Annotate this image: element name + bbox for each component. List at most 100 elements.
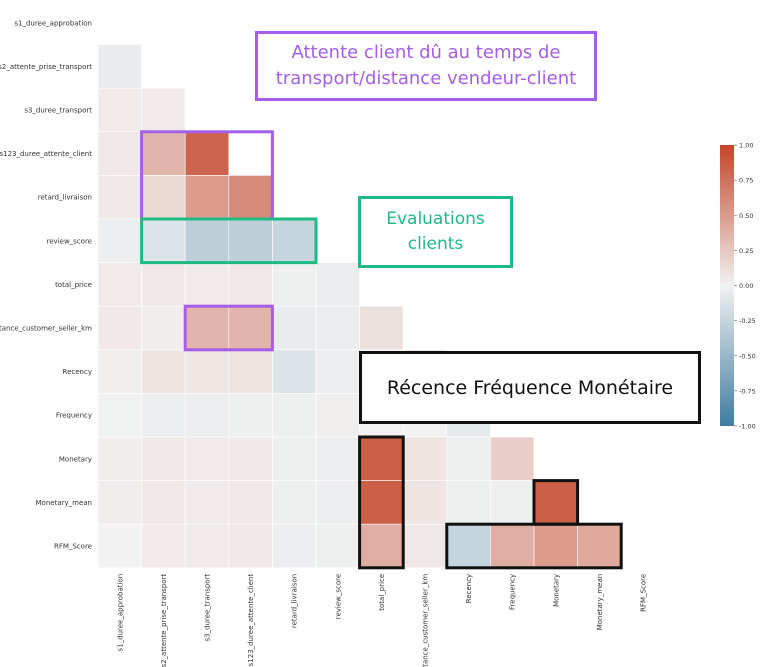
heatmap-cell-5-0 bbox=[97, 218, 142, 263]
heatmap-cell-6-4 bbox=[272, 262, 317, 307]
heatmap-cell-2-2 bbox=[184, 87, 230, 133]
heatmap-cell-12-8 bbox=[446, 523, 491, 569]
highlight-box bbox=[445, 522, 623, 570]
colorbar-tick-label: -0.75 bbox=[739, 387, 756, 395]
heatmap-cell-10-0 bbox=[97, 436, 142, 481]
x-tick-label: RFM_Score bbox=[640, 574, 648, 612]
heatmap-cell-10-1 bbox=[141, 436, 186, 481]
heatmap-cell-11-0 bbox=[97, 480, 142, 525]
heatmap-cell-5-4 bbox=[272, 218, 317, 263]
heatmap-cell-7-0 bbox=[97, 305, 142, 351]
heatmap-cell-10-3 bbox=[228, 436, 273, 481]
y-tick-label: s2_attente_prise_transport bbox=[0, 63, 92, 71]
heatmap-cell-5-1 bbox=[141, 218, 186, 263]
colorbar-gradient bbox=[720, 145, 734, 426]
heatmap-cell-6-0 bbox=[97, 262, 142, 307]
heatmap-cell-8-2 bbox=[184, 349, 230, 394]
heatmap-cell-6-5 bbox=[315, 262, 360, 307]
highlight-box bbox=[183, 304, 274, 352]
heatmap-cell-8-1 bbox=[141, 349, 186, 394]
y-tick-label: total_price bbox=[55, 281, 92, 289]
heatmap-cell-11-10 bbox=[533, 480, 578, 525]
heatmap-cell-3-2 bbox=[184, 131, 230, 176]
heatmap-cell-0-0 bbox=[97, 0, 142, 45]
y-tick-label: Frequency bbox=[56, 412, 92, 420]
heatmap-cell-11-9 bbox=[490, 480, 535, 525]
x-tick-label: Monetary bbox=[552, 574, 560, 607]
x-tick-label: retard_livraison bbox=[291, 574, 299, 628]
heatmap-cell-2-1 bbox=[141, 87, 186, 133]
annotation-evaluations: Evaluations clients bbox=[358, 196, 513, 268]
heatmap-cell-9-4 bbox=[272, 393, 317, 438]
heatmap-cell-11-4 bbox=[272, 480, 317, 525]
y-tick-label: RFM_Score bbox=[54, 543, 92, 551]
heatmap-cell-9-2 bbox=[184, 393, 230, 438]
heatmap-cell-9-5 bbox=[315, 393, 360, 438]
heatmap-cell-9-3 bbox=[228, 393, 273, 438]
heatmap-cell-7-4 bbox=[272, 305, 317, 351]
heatmap-cell-12-6 bbox=[359, 523, 404, 569]
heatmap-cell-12-12 bbox=[620, 523, 666, 569]
heatmap-cell-8-5 bbox=[315, 349, 360, 394]
y-tick-label: s1_duree_approbation bbox=[14, 19, 92, 27]
x-tick-labels: s1_duree_approbation s2_attente_prise_tra… bbox=[116, 574, 647, 667]
heatmap-cell-11-2 bbox=[184, 480, 230, 525]
y-tick-label: Monetary_mean bbox=[36, 499, 92, 507]
x-tick-label: review_score bbox=[334, 574, 342, 619]
heatmap-cell-3-0 bbox=[97, 131, 142, 176]
heatmap-cell-4-4 bbox=[272, 175, 317, 220]
x-tick-label: s1_duree_approbation bbox=[116, 574, 124, 652]
y-tick-label: retard_livraison bbox=[38, 194, 92, 202]
heatmap-cell-3-1 bbox=[141, 131, 186, 176]
heatmap-cell-7-2 bbox=[184, 305, 230, 351]
heatmap-cell-4-1 bbox=[141, 175, 186, 220]
x-tick-label: Monetary_mean bbox=[596, 574, 604, 630]
heatmap-cell-4-2 bbox=[184, 175, 230, 220]
heatmap-cell-12-2 bbox=[184, 523, 230, 569]
y-tick-label: s3_duree_transport bbox=[24, 107, 92, 115]
heatmap-cell-12-9 bbox=[490, 523, 535, 569]
x-tick-label: Frequency bbox=[509, 574, 517, 610]
colorbar-tick-label: -1.00 bbox=[739, 423, 756, 431]
y-tick-label: s123_duree_attente_client bbox=[0, 150, 92, 158]
heatmap-cell-7-5 bbox=[315, 305, 360, 351]
heatmap-cell-5-5 bbox=[315, 218, 360, 263]
colorbar-tick-label: -0.25 bbox=[739, 317, 756, 325]
heatmap-cell-4-0 bbox=[97, 175, 142, 220]
heatmap-cell-7-7 bbox=[402, 305, 448, 351]
y-tick-label: review_score bbox=[47, 237, 92, 245]
heatmap-cell-11-6 bbox=[359, 480, 404, 525]
heatmap-cell-10-4 bbox=[272, 436, 317, 481]
heatmap-cell-12-5 bbox=[315, 523, 360, 569]
heatmap-cell-6-1 bbox=[141, 262, 186, 307]
heatmap-cell-11-7 bbox=[402, 480, 448, 525]
heatmap-cell-7-1 bbox=[141, 305, 186, 351]
heatmap-cell-11-3 bbox=[228, 480, 273, 525]
heatmap-cell-1-1 bbox=[141, 44, 186, 89]
heatmap-cell-12-3 bbox=[228, 523, 273, 569]
highlight-boxes bbox=[140, 130, 623, 570]
heatmap-cell-8-3 bbox=[228, 349, 273, 394]
highlight-box bbox=[140, 217, 318, 265]
heatmap-cell-11-8 bbox=[446, 480, 491, 525]
heatmap-cell-12-0 bbox=[97, 523, 142, 569]
heatmap-cell-8-4 bbox=[272, 349, 317, 394]
heatmap-cell-12-4 bbox=[272, 523, 317, 569]
y-tick-labels: s1_duree_approbation s2_attente_prise_tra… bbox=[0, 19, 92, 550]
heatmap-cell-6-3 bbox=[228, 262, 273, 307]
x-tick-label: s2_attente_prise_transport bbox=[160, 574, 168, 667]
heatmap-cell-1-0 bbox=[97, 44, 142, 89]
heatmap-cell-2-0 bbox=[97, 87, 142, 133]
heatmap-cell-4-3 bbox=[228, 175, 273, 220]
x-tick-label: distance_customer_seller_km bbox=[422, 574, 430, 667]
heatmap-cell-9-0 bbox=[97, 393, 142, 438]
colorbar: 1.00 0.75 0.50 0.25 0.00 -0.25 -0.50 -0.75 -1.00 bbox=[720, 142, 756, 431]
heatmap-cell-3-3 bbox=[228, 131, 273, 176]
colorbar-tick-label: 1.00 bbox=[739, 142, 753, 150]
heatmap-cell-10-8 bbox=[446, 436, 491, 481]
annotation-transport: Attente client dû au temps de transport/… bbox=[255, 31, 597, 101]
colorbar-tick-label: -0.50 bbox=[739, 352, 756, 360]
x-tick-label: Recency bbox=[465, 574, 473, 603]
heatmap-cell-5-2 bbox=[184, 218, 230, 263]
heatmap-cell-10-6 bbox=[359, 436, 404, 481]
